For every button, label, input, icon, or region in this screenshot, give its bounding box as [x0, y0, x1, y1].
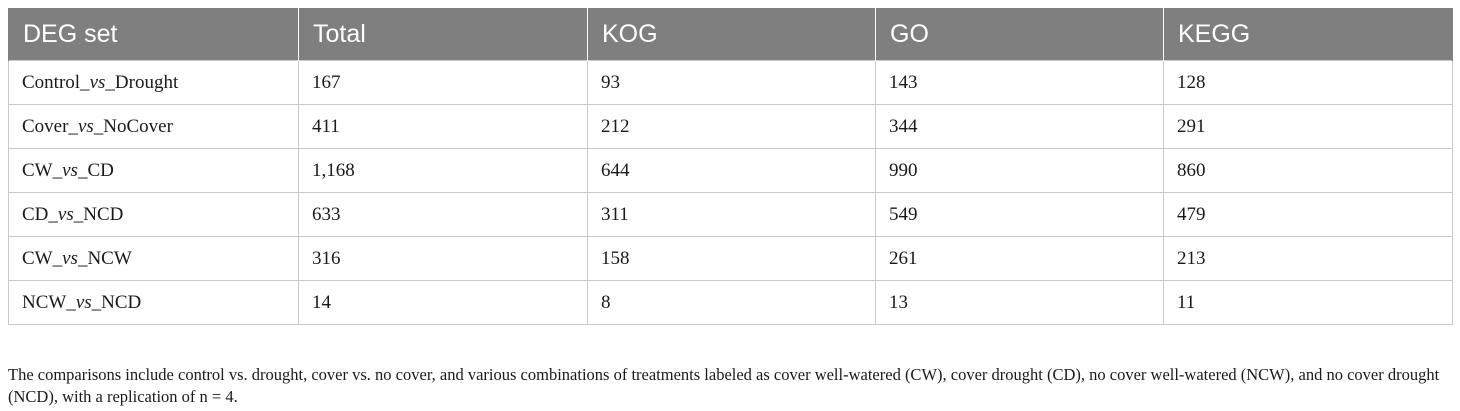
cell-go: 549 [875, 192, 1164, 237]
cell-kog: 212 [587, 104, 876, 149]
table-row: CW_vs_CD 1,168 644 990 860 [8, 148, 1453, 193]
deg-table: DEG set Total KOG GO KEGG Control_vs_Dro… [8, 8, 1453, 325]
cell-total: 1,168 [298, 148, 588, 193]
cell-kegg: 291 [1163, 104, 1453, 149]
set-name-b: _CD [77, 159, 114, 181]
table-row: Cover_vs_NoCover 411 212 344 291 [8, 104, 1453, 149]
set-name-vs: vs [62, 247, 78, 269]
cell-go: 13 [875, 280, 1164, 325]
set-name-vs: vs [62, 159, 78, 181]
cell-deg-set: CD_vs_NCD [8, 192, 299, 237]
set-name-b: _Drought [105, 71, 179, 93]
set-name-a: Cover_ [22, 115, 78, 137]
table-row: CD_vs_NCD 633 311 549 479 [8, 192, 1453, 237]
header-kog: KOG [587, 8, 876, 61]
set-name-vs: vs [57, 203, 74, 225]
cell-kegg: 860 [1163, 148, 1453, 193]
set-name-vs: vs [77, 115, 94, 137]
cell-deg-set: CW_vs_CD [8, 148, 299, 193]
cell-kegg: 128 [1163, 60, 1453, 105]
header-go: GO [875, 8, 1164, 61]
cell-kegg: 11 [1163, 280, 1453, 325]
set-name-a: CW_ [22, 247, 63, 269]
cell-deg-set: CW_vs_NCW [8, 236, 299, 281]
set-name-b: _NCW [77, 247, 132, 269]
cell-total: 316 [298, 236, 588, 281]
set-name-a: CD_ [22, 203, 58, 225]
cell-deg-set: NCW_vs_NCD [8, 280, 299, 325]
cell-kegg: 213 [1163, 236, 1453, 281]
cell-go: 990 [875, 148, 1164, 193]
cell-total: 411 [298, 104, 588, 149]
cell-deg-set: Control_vs_Drought [8, 60, 299, 105]
cell-total: 14 [298, 280, 588, 325]
set-name-vs: vs [75, 291, 92, 313]
header-total: Total [298, 8, 588, 61]
set-name-a: NCW_ [22, 291, 76, 313]
table-caption: The comparisons include control vs. drou… [8, 365, 1440, 406]
table-body: Control_vs_Drought 167 93 143 128 Cover_… [8, 60, 1453, 325]
table-row: Control_vs_Drought 167 93 143 128 [8, 60, 1453, 105]
table-row: CW_vs_NCW 316 158 261 213 [8, 236, 1453, 281]
table-header: DEG set Total KOG GO KEGG [8, 8, 1453, 61]
cell-kog: 93 [587, 60, 876, 105]
deg-table-container: DEG set Total KOG GO KEGG Control_vs_Dro… [8, 8, 1453, 325]
header-kegg: KEGG [1163, 8, 1453, 61]
set-name-b: _NCD [73, 203, 124, 225]
table-row: NCW_vs_NCD 14 8 13 11 [8, 280, 1453, 325]
cell-deg-set: Cover_vs_NoCover [8, 104, 299, 149]
cell-total: 167 [298, 60, 588, 105]
cell-kog: 8 [587, 280, 876, 325]
set-name-a: CW_ [22, 159, 63, 181]
cell-go: 261 [875, 236, 1164, 281]
set-name-b: _NoCover [93, 115, 173, 137]
cell-kog: 311 [587, 192, 876, 237]
header-deg-set: DEG set [8, 8, 299, 61]
set-name-b: _NCD [91, 291, 142, 313]
cell-kegg: 479 [1163, 192, 1453, 237]
cell-kog: 644 [587, 148, 876, 193]
set-name-vs: vs [89, 71, 106, 93]
cell-go: 344 [875, 104, 1164, 149]
header-row: DEG set Total KOG GO KEGG [8, 8, 1453, 61]
cell-go: 143 [875, 60, 1164, 105]
cell-kog: 158 [587, 236, 876, 281]
set-name-a: Control_ [22, 71, 90, 93]
cell-total: 633 [298, 192, 588, 237]
